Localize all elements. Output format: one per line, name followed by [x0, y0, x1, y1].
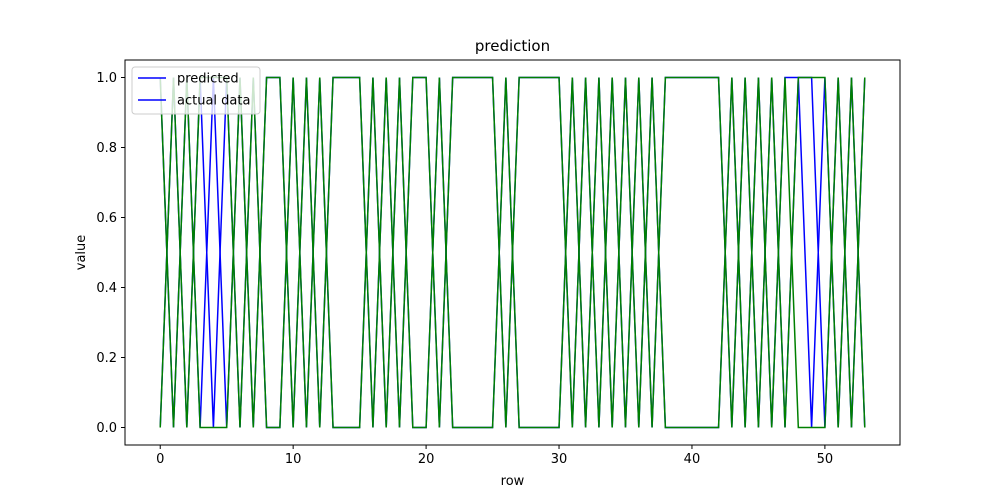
y-tick-label: 0.6: [96, 211, 117, 226]
x-tick-label: 50: [817, 452, 834, 467]
y-tick-label: 1.0: [96, 71, 117, 86]
y-tick-label: 0.0: [96, 421, 117, 436]
y-axis-label: value: [74, 235, 89, 271]
x-tick-label: 10: [285, 452, 302, 467]
y-axis: 0.0 0.2 0.4 0.6 0.8 1.0: [96, 71, 125, 436]
chart-title: prediction: [475, 37, 550, 55]
legend: predicted actual data: [131, 66, 261, 115]
x-tick-label: 30: [551, 452, 568, 467]
series-line-series-3: [159, 76, 866, 429]
x-axis: 0 10 20 30 40 50: [156, 445, 833, 467]
x-tick-label: 20: [418, 452, 435, 467]
y-tick-label: 0.8: [96, 141, 117, 156]
plot-frame: [124, 59, 901, 446]
legend-label-predicted: predicted: [177, 72, 239, 87]
x-tick-label: 40: [684, 452, 701, 467]
y-tick-label: 0.4: [96, 281, 117, 296]
series-layer: [159, 76, 866, 429]
y-tick-label: 0.2: [96, 351, 117, 366]
x-axis-label: row: [501, 474, 525, 489]
legend-label-actual-data: actual data: [177, 94, 250, 109]
x-tick-label: 0: [156, 452, 164, 467]
